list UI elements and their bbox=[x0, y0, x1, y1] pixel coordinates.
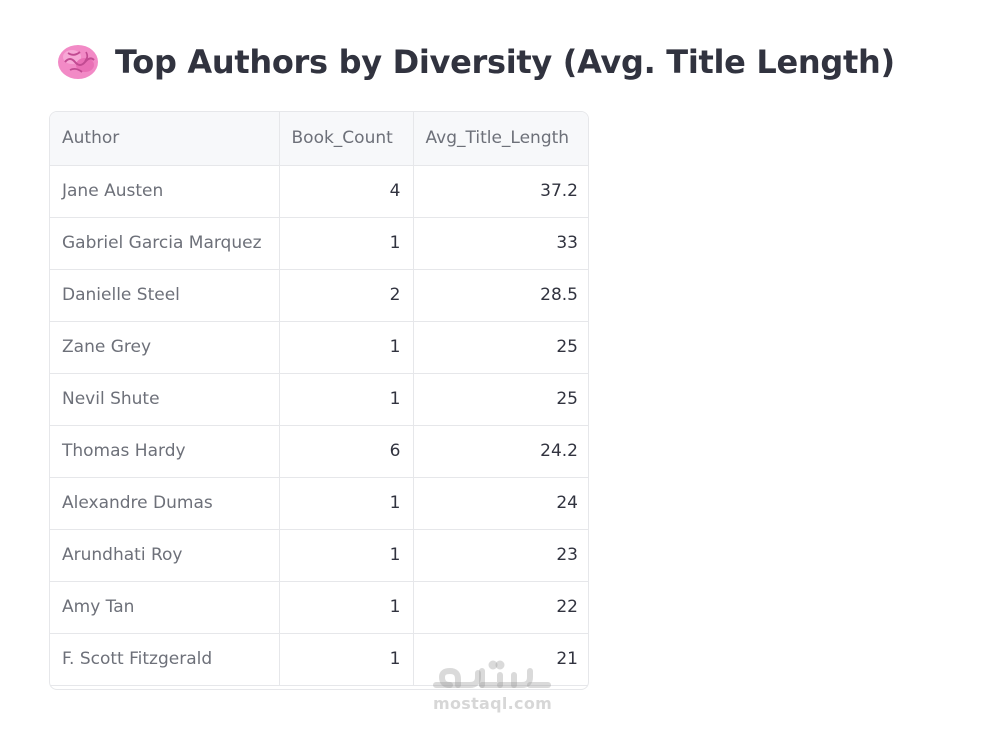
table-row: F. Scott Fitzgerald 1 21 bbox=[50, 633, 588, 686]
mostaql-site-label: mostaql.com bbox=[433, 694, 553, 713]
table-header-row: Author Book_Count Avg_Title_Length bbox=[50, 112, 588, 166]
author-cell[interactable]: Alexandre Dumas bbox=[50, 477, 280, 530]
table-row: Gabriel Garcia Marquez 1 33 bbox=[50, 217, 588, 270]
author-cell[interactable]: Arundhati Roy bbox=[50, 529, 280, 582]
book-count-cell[interactable]: 1 bbox=[279, 373, 414, 426]
column-header-author[interactable]: Author bbox=[50, 112, 280, 166]
book-count-cell[interactable]: 1 bbox=[279, 321, 414, 374]
book-count-cell[interactable]: 1 bbox=[279, 529, 414, 582]
table-row: Zane Grey 1 25 bbox=[50, 321, 588, 374]
avg-title-length-cell[interactable]: 37.2 bbox=[413, 165, 588, 218]
page-heading: Top Authors by Diversity (Avg. Title Len… bbox=[56, 38, 895, 86]
table-row: Thomas Hardy 6 24.2 bbox=[50, 425, 588, 478]
book-count-cell[interactable]: 6 bbox=[279, 425, 414, 478]
authors-table-container[interactable]: Author Book_Count Avg_Title_Length Jane … bbox=[49, 111, 589, 690]
avg-title-length-cell[interactable]: 22 bbox=[413, 581, 588, 634]
book-count-cell[interactable]: 2 bbox=[279, 269, 414, 322]
author-cell[interactable]: Danielle Steel bbox=[50, 269, 280, 322]
avg-title-length-cell[interactable]: 24 bbox=[413, 477, 588, 530]
avg-title-length-cell[interactable]: 25 bbox=[413, 373, 588, 426]
avg-title-length-cell[interactable]: 24.2 bbox=[413, 425, 588, 478]
table-row: Jane Austen 4 37.2 bbox=[50, 165, 588, 218]
authors-table: Author Book_Count Avg_Title_Length Jane … bbox=[50, 112, 588, 686]
column-header-book-count[interactable]: Book_Count bbox=[279, 112, 414, 166]
book-count-cell[interactable]: 1 bbox=[279, 633, 414, 686]
author-cell[interactable]: Amy Tan bbox=[50, 581, 280, 634]
author-cell[interactable]: Thomas Hardy bbox=[50, 425, 280, 478]
table-row: Nevil Shute 1 25 bbox=[50, 373, 588, 426]
avg-title-length-cell[interactable]: 23 bbox=[413, 529, 588, 582]
author-cell[interactable]: Zane Grey bbox=[50, 321, 280, 374]
book-count-cell[interactable]: 1 bbox=[279, 217, 414, 270]
author-cell[interactable]: Nevil Shute bbox=[50, 373, 280, 426]
table-row: Arundhati Roy 1 23 bbox=[50, 529, 588, 582]
page-title: Top Authors by Diversity (Avg. Title Len… bbox=[115, 43, 895, 81]
table-row: Alexandre Dumas 1 24 bbox=[50, 477, 588, 530]
avg-title-length-cell[interactable]: 28.5 bbox=[413, 269, 588, 322]
author-cell[interactable]: Gabriel Garcia Marquez bbox=[50, 217, 280, 270]
avg-title-length-cell[interactable]: 33 bbox=[413, 217, 588, 270]
author-cell[interactable]: F. Scott Fitzgerald bbox=[50, 633, 280, 686]
book-count-cell[interactable]: 1 bbox=[279, 581, 414, 634]
column-header-avg-title-length[interactable]: Avg_Title_Length bbox=[413, 112, 588, 166]
table-row: Danielle Steel 2 28.5 bbox=[50, 269, 588, 322]
avg-title-length-cell[interactable]: 25 bbox=[413, 321, 588, 374]
author-cell[interactable]: Jane Austen bbox=[50, 165, 280, 218]
brain-icon bbox=[56, 42, 100, 82]
book-count-cell[interactable]: 4 bbox=[279, 165, 414, 218]
book-count-cell[interactable]: 1 bbox=[279, 477, 414, 530]
table-row: Amy Tan 1 22 bbox=[50, 581, 588, 634]
avg-title-length-cell[interactable]: 21 bbox=[413, 633, 588, 686]
